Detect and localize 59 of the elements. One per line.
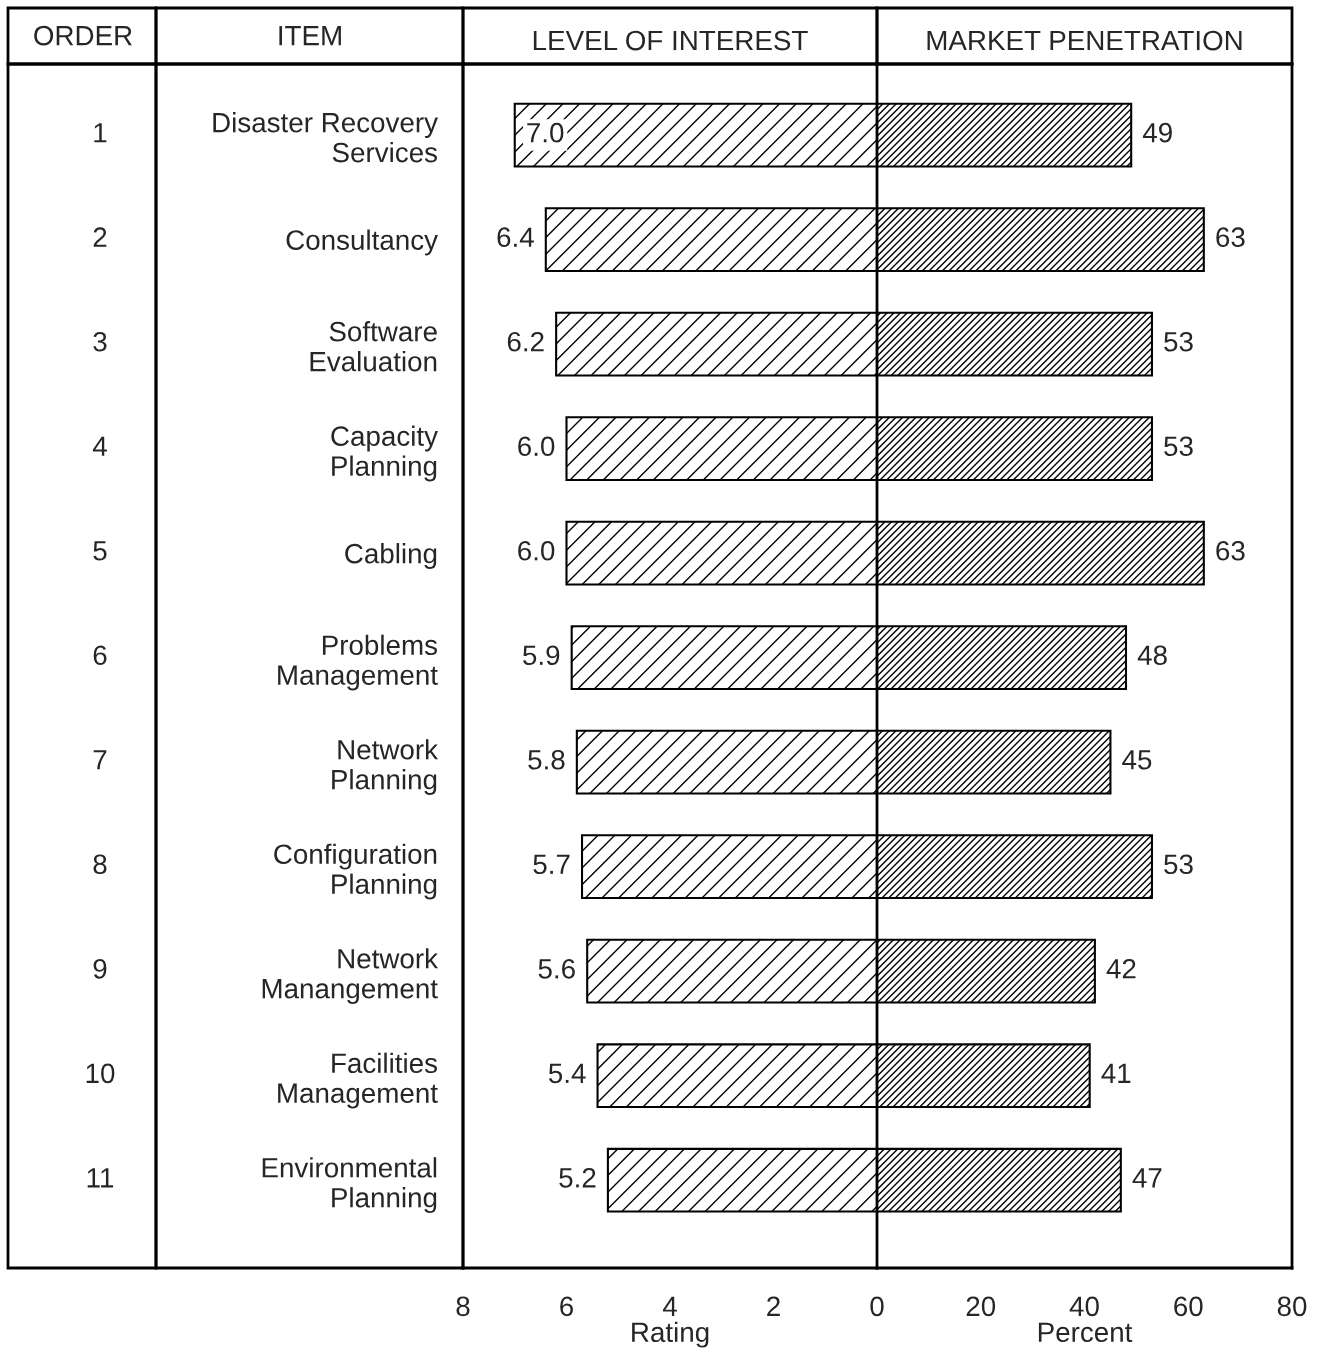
data-label: 53	[1164, 331, 1193, 352]
data-label: 42	[1106, 958, 1136, 979]
data-label: 41	[1101, 1063, 1131, 1083]
data-label: 5.7	[533, 854, 570, 875]
data-label: 6.4	[497, 227, 534, 248]
text: 10	[86, 1063, 115, 1084]
text: 4	[92, 436, 107, 456]
text: 9	[93, 958, 107, 979]
data-label: 63	[1216, 227, 1245, 248]
y-tick-label: Software Evaluation	[310, 321, 437, 372]
chart-title: LEVEL OF INTEREST	[533, 30, 808, 51]
data-label: 5.6	[538, 958, 575, 979]
text: 11	[87, 1168, 114, 1188]
data-label: 53	[1164, 854, 1193, 875]
data-label: 48	[1137, 645, 1167, 666]
data-label: 45	[1122, 750, 1152, 770]
data-label: 6.0	[518, 540, 555, 561]
chart-title: MARKET PENETRATION	[927, 30, 1242, 51]
x-axis-title: Rating	[632, 1321, 709, 1348]
y-tick-label: Cabling	[345, 543, 437, 569]
data-label: 6.2	[507, 331, 544, 352]
x-tick-label: 80	[1277, 1296, 1307, 1317]
text: 1	[94, 123, 107, 143]
y-tick-label: Configuration Planning	[274, 843, 437, 900]
x-tick-label: 2	[767, 1296, 780, 1316]
text: 2	[93, 227, 107, 247]
x-tick-label: 6	[560, 1296, 573, 1317]
text: ORDER	[34, 25, 132, 46]
y-tick-label: Environmental Planning	[262, 1157, 437, 1214]
data-label: 5.4	[548, 1063, 586, 1084]
x-tick-label: 0	[870, 1296, 884, 1317]
text: 8	[93, 854, 107, 875]
y-tick-label: Network Manangement	[262, 948, 439, 1004]
text: 6	[93, 645, 107, 666]
data-label: 47	[1132, 1168, 1162, 1188]
data-label: 63	[1216, 540, 1245, 561]
x-tick-label: 4	[662, 1296, 677, 1316]
text: 3	[93, 331, 107, 352]
y-tick-label: Capacity Planning	[331, 425, 438, 482]
data-label: 6.0	[518, 436, 555, 457]
data-label: 5.9	[523, 645, 560, 666]
y-tick-label: Disaster Recovery Services	[213, 112, 438, 163]
x-tick-label: 8	[456, 1296, 470, 1317]
y-tick-label: Problems Management	[278, 634, 438, 691]
y-tick-label: Network Planning	[332, 739, 439, 795]
data-label: 49	[1142, 122, 1172, 143]
y-tick-label: Facilities Management	[278, 1052, 438, 1109]
x-tick-label: 60	[1174, 1296, 1203, 1317]
y-tick-label: Consultancy	[286, 229, 438, 256]
data-label: 5.2	[559, 1167, 596, 1188]
text: 5	[93, 541, 107, 561]
data-label: 5.8	[528, 749, 565, 770]
data-label: 53	[1164, 436, 1193, 457]
x-tick-label: 20	[966, 1296, 996, 1317]
text: 7	[93, 750, 107, 770]
x-tick-label: 40	[1069, 1296, 1099, 1317]
data-label: 7.0	[527, 122, 564, 143]
text: ITEM	[279, 26, 341, 46]
x-axis-title: Percent	[1038, 1322, 1133, 1343]
